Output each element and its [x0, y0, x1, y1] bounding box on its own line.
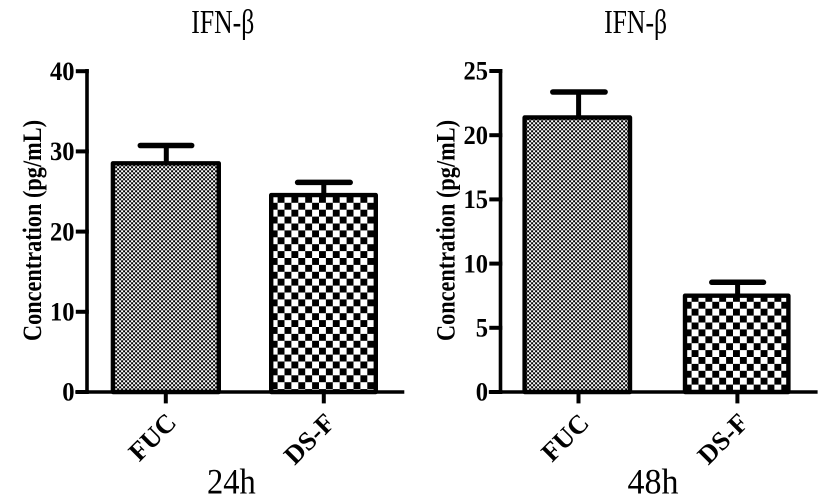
svg-text:Concentration (pg/mL): Concentration (pg/mL) — [18, 120, 47, 341]
svg-text:0: 0 — [62, 377, 74, 407]
svg-text:15: 15 — [464, 184, 489, 214]
svg-text:24h: 24h — [207, 462, 256, 502]
svg-text:30: 30 — [50, 136, 75, 166]
svg-text:0: 0 — [476, 377, 488, 407]
svg-text:20: 20 — [50, 216, 75, 246]
svg-text:Concentration (pg/mL): Concentration (pg/mL) — [432, 120, 461, 341]
svg-text:20: 20 — [464, 120, 489, 150]
svg-text:IFN-β: IFN-β — [191, 4, 254, 41]
svg-text:48h: 48h — [628, 462, 679, 502]
svg-text:5: 5 — [476, 313, 488, 343]
svg-text:25: 25 — [464, 56, 489, 86]
svg-text:IFN-β: IFN-β — [604, 4, 667, 41]
svg-text:10: 10 — [50, 297, 75, 327]
svg-text:10: 10 — [464, 248, 489, 278]
svg-text:40: 40 — [50, 56, 75, 86]
